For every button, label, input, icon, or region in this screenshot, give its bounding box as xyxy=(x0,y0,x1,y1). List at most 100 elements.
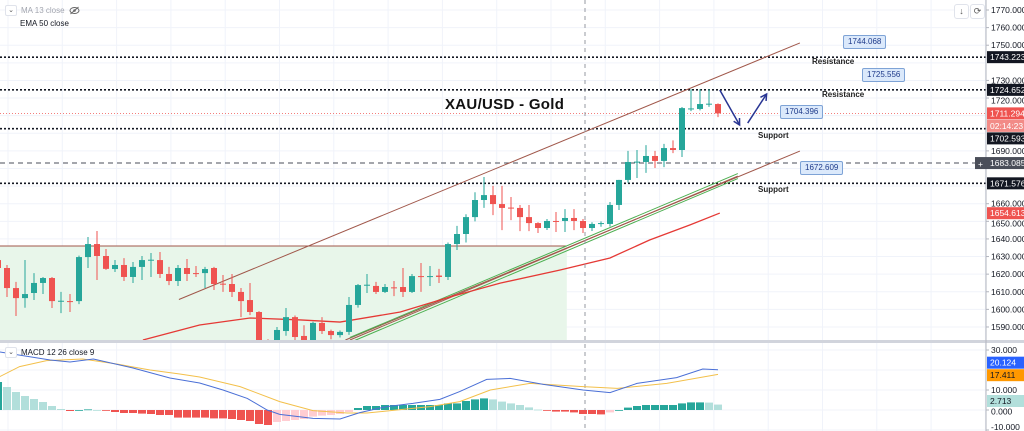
candle xyxy=(400,267,406,298)
candle xyxy=(4,264,10,298)
y-tick-label: 1650.000 xyxy=(991,219,1024,229)
macd-histogram-bar xyxy=(507,403,515,410)
chevron-down-icon[interactable]: ⌄ xyxy=(5,5,17,16)
candle-body xyxy=(292,317,298,338)
candle xyxy=(256,311,262,340)
macd-histogram-bar xyxy=(669,405,677,410)
candle-body xyxy=(625,161,631,180)
candle xyxy=(337,330,343,338)
candle-body xyxy=(463,217,469,234)
candle xyxy=(589,222,595,232)
candle-body xyxy=(661,148,667,161)
candle xyxy=(148,253,154,277)
candle-body xyxy=(202,269,208,274)
candle xyxy=(58,291,64,314)
chart-title: XAU/USD - Gold xyxy=(445,96,565,113)
y-tick-label: 1600.000 xyxy=(991,304,1024,314)
legend-macd[interactable]: ⌄ MACD 12 26 close 9 xyxy=(5,347,94,358)
candle xyxy=(31,273,37,301)
last-price-label: 1711.294 xyxy=(990,108,1024,118)
candle xyxy=(202,266,208,289)
scroll-down-button[interactable]: ↓ xyxy=(954,4,969,19)
y-tick-label: 1730.000 xyxy=(991,75,1024,85)
macd-histogram-bar xyxy=(678,403,686,410)
candle xyxy=(283,307,289,336)
candle-body xyxy=(562,217,568,221)
chevron-down-icon[interactable]: ⌄ xyxy=(5,347,17,358)
y-tick-label: 1690.000 xyxy=(991,146,1024,156)
support-trendline xyxy=(349,173,738,338)
candle-body xyxy=(481,195,487,201)
macd-histogram-bar xyxy=(642,405,650,410)
arrow-head xyxy=(760,92,768,102)
candle xyxy=(643,145,649,173)
candle xyxy=(40,276,46,295)
candle-body xyxy=(580,220,586,229)
macd-histogram-bar xyxy=(624,407,632,410)
macd-histogram-bar xyxy=(174,410,182,418)
macd-histogram-bar xyxy=(570,410,578,413)
callout-resistance-2[interactable]: 1725.556 xyxy=(862,68,906,82)
callout-support-2[interactable]: 1672.609 xyxy=(800,161,844,175)
macd-histogram-bar xyxy=(3,387,11,410)
candle-body xyxy=(616,179,622,205)
candle xyxy=(688,89,694,112)
candle xyxy=(661,143,667,168)
macd-histogram-bar xyxy=(696,402,704,410)
macd-histogram-bar xyxy=(453,403,461,410)
candle xyxy=(481,176,487,208)
candle xyxy=(0,260,1,268)
legend-macd-label: MACD 12 26 close 9 xyxy=(21,348,95,357)
candle xyxy=(292,315,298,340)
candle xyxy=(76,255,82,305)
candle-body xyxy=(688,108,694,110)
candle-body xyxy=(535,223,541,229)
price-axis[interactable]: 1770.000 1760.000 1750.000 1730.000 1720.000… xyxy=(975,5,1024,431)
candle-body xyxy=(418,276,424,278)
candle-body xyxy=(517,207,523,218)
candle-body xyxy=(247,300,253,313)
candle xyxy=(580,219,586,233)
reset-chart-button[interactable]: ⟳ xyxy=(970,4,985,19)
macd-histogram-bar xyxy=(237,410,245,420)
candle xyxy=(184,259,190,282)
candle xyxy=(409,273,415,293)
level-label: 1743.223 xyxy=(990,52,1024,62)
legend-ma13[interactable]: ⌄ MA 13 close xyxy=(5,5,80,16)
candle xyxy=(463,214,469,243)
candle-body xyxy=(319,322,325,332)
candle xyxy=(229,273,235,298)
countdown-label-bg xyxy=(987,119,1024,132)
candle-body xyxy=(607,204,613,224)
macd-histogram-bar xyxy=(615,410,623,411)
callout-resistance-1[interactable]: 1744.068 xyxy=(843,35,887,49)
pane-separator[interactable] xyxy=(0,340,1024,343)
candle-body xyxy=(148,259,154,261)
candle xyxy=(706,89,712,107)
macd-histogram-bar xyxy=(219,410,227,419)
candle-body xyxy=(355,285,361,305)
candle-body xyxy=(706,103,712,105)
arrows xyxy=(719,89,768,127)
candle xyxy=(139,256,145,280)
macd-value-label-bg xyxy=(987,369,1024,382)
last-price-label-bg xyxy=(987,107,1024,120)
macd-pane xyxy=(0,351,722,425)
level-label: 1702.593 xyxy=(990,133,1024,143)
candle xyxy=(364,273,370,293)
add-level-button[interactable] xyxy=(975,157,987,170)
callout-support-1[interactable]: 1704.396 xyxy=(780,105,824,119)
candle xyxy=(310,321,316,340)
candle-body xyxy=(499,204,505,208)
candle-body xyxy=(346,304,352,332)
legend-ema50-label: EMA 50 close xyxy=(20,19,69,28)
legend-ema50[interactable]: EMA 50 close xyxy=(20,19,69,28)
eye-slash-icon[interactable] xyxy=(69,6,80,15)
candle xyxy=(103,248,109,270)
support-trendline xyxy=(349,178,738,343)
candle xyxy=(301,325,307,340)
level-label-bg xyxy=(987,132,1024,145)
candle-body xyxy=(76,257,82,302)
macd-histogram-bar xyxy=(0,382,2,410)
